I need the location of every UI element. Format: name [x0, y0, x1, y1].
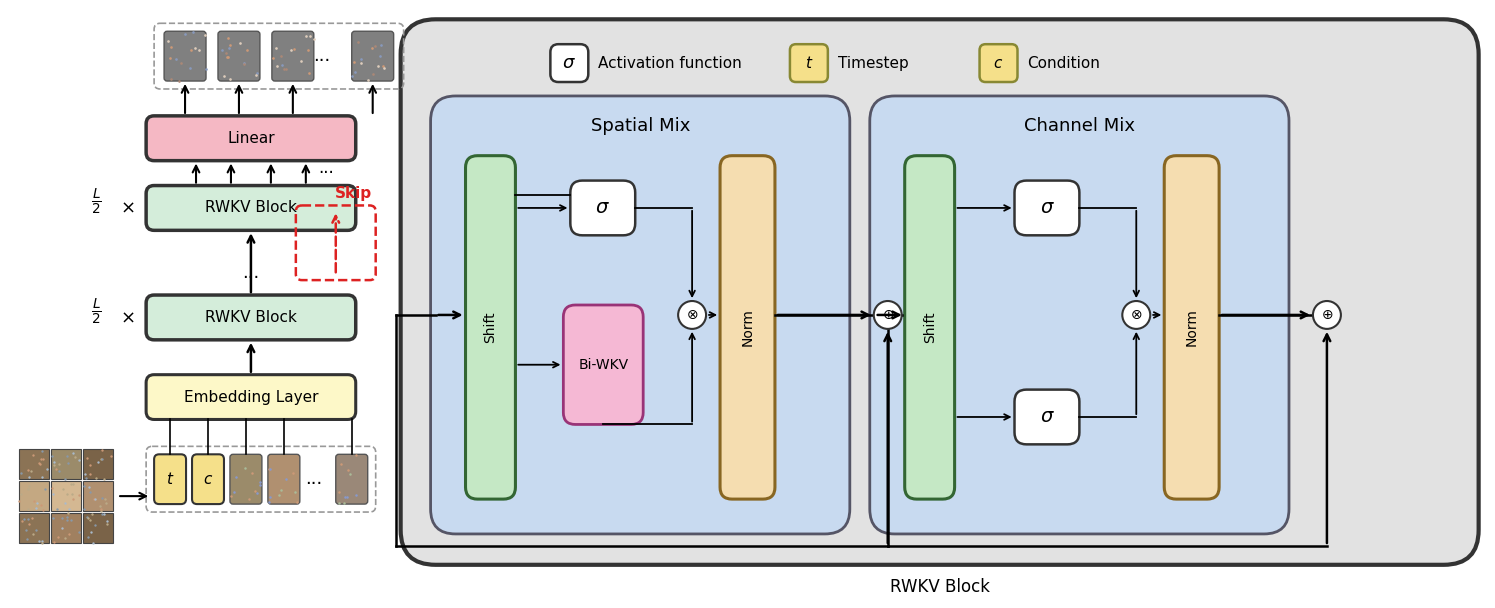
Text: Linear: Linear: [227, 131, 275, 146]
FancyBboxPatch shape: [904, 156, 955, 499]
Text: $\otimes$: $\otimes$: [686, 308, 698, 322]
FancyBboxPatch shape: [1015, 390, 1079, 444]
FancyBboxPatch shape: [336, 454, 368, 504]
Text: Norm: Norm: [1184, 308, 1199, 347]
Text: Shift: Shift: [922, 311, 937, 343]
Text: Spatial Mix: Spatial Mix: [591, 117, 689, 135]
FancyBboxPatch shape: [351, 31, 393, 81]
Text: Timestep: Timestep: [837, 55, 909, 71]
Text: $c$: $c$: [203, 472, 214, 486]
FancyBboxPatch shape: [570, 181, 635, 235]
FancyBboxPatch shape: [721, 156, 774, 499]
Bar: [51, 481, 81, 511]
FancyBboxPatch shape: [218, 31, 260, 81]
Text: RWKV Block: RWKV Block: [890, 578, 990, 596]
FancyBboxPatch shape: [465, 156, 516, 499]
Text: $\sigma$: $\sigma$: [1039, 407, 1054, 426]
Text: $\sigma$: $\sigma$: [562, 54, 576, 72]
Text: Condition: Condition: [1027, 55, 1100, 71]
Text: $t$: $t$: [166, 471, 175, 487]
Text: $\times$: $\times$: [120, 199, 135, 217]
Text: Skip: Skip: [335, 186, 372, 201]
FancyBboxPatch shape: [147, 375, 356, 420]
FancyBboxPatch shape: [564, 305, 643, 424]
FancyBboxPatch shape: [230, 454, 262, 504]
Text: $\sigma$: $\sigma$: [1039, 198, 1054, 218]
Text: $\times$: $\times$: [120, 308, 135, 326]
Text: ...: ...: [305, 470, 323, 488]
FancyBboxPatch shape: [272, 31, 314, 81]
Text: $\frac{L}{2}$: $\frac{L}{2}$: [91, 187, 102, 217]
Text: Channel Mix: Channel Mix: [1024, 117, 1135, 135]
FancyBboxPatch shape: [154, 454, 185, 504]
Bar: [84, 449, 114, 479]
FancyBboxPatch shape: [550, 44, 589, 82]
Text: $\oplus$: $\oplus$: [882, 308, 894, 322]
Bar: [19, 481, 49, 511]
Text: Shift: Shift: [483, 311, 498, 343]
FancyBboxPatch shape: [431, 96, 849, 534]
Bar: [51, 449, 81, 479]
FancyBboxPatch shape: [164, 31, 206, 81]
Text: Norm: Norm: [740, 308, 755, 347]
FancyBboxPatch shape: [147, 295, 356, 340]
Text: Bi-WKV: Bi-WKV: [579, 358, 628, 371]
Text: Activation function: Activation function: [598, 55, 742, 71]
Bar: [84, 481, 114, 511]
FancyBboxPatch shape: [1015, 181, 1079, 235]
Text: $c$: $c$: [994, 55, 1003, 71]
Text: $\frac{L}{2}$: $\frac{L}{2}$: [91, 297, 102, 326]
Circle shape: [1123, 301, 1150, 329]
Text: Embedding Layer: Embedding Layer: [184, 390, 318, 404]
Bar: [19, 449, 49, 479]
Text: $t$: $t$: [804, 55, 813, 71]
Text: RWKV Block: RWKV Block: [205, 310, 298, 325]
Circle shape: [873, 301, 901, 329]
FancyBboxPatch shape: [401, 19, 1479, 565]
Circle shape: [679, 301, 706, 329]
FancyBboxPatch shape: [268, 454, 300, 504]
FancyBboxPatch shape: [191, 454, 224, 504]
Bar: [19, 513, 49, 543]
Text: ...: ...: [312, 47, 330, 65]
FancyBboxPatch shape: [979, 44, 1018, 82]
Text: RWKV Block: RWKV Block: [205, 201, 298, 215]
FancyBboxPatch shape: [1165, 156, 1218, 499]
Text: ...: ...: [318, 159, 333, 177]
Text: $\oplus$: $\oplus$: [1320, 308, 1334, 322]
Bar: [51, 513, 81, 543]
Text: ...: ...: [242, 264, 260, 282]
Text: $\otimes$: $\otimes$: [1130, 308, 1142, 322]
FancyBboxPatch shape: [147, 116, 356, 161]
Text: $\sigma$: $\sigma$: [595, 198, 610, 218]
Bar: [84, 513, 114, 543]
FancyBboxPatch shape: [147, 185, 356, 230]
FancyBboxPatch shape: [870, 96, 1289, 534]
FancyBboxPatch shape: [789, 44, 828, 82]
Circle shape: [1313, 301, 1341, 329]
